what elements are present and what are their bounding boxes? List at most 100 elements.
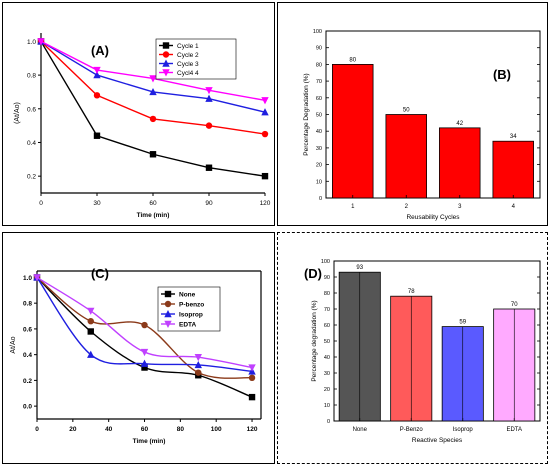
bar-value-label: 59 (459, 320, 466, 326)
panel-b: 0 10 20 30 40 50 60 70 80 90 100 80 1 50 2 42 3 34 4 Reusab… (277, 2, 548, 226)
x-axis-label: Time (min) (137, 212, 170, 219)
y-axis-label: Percentage Degradation (%) (303, 73, 310, 155)
x-tick-label: 3 (458, 204, 462, 210)
y-tick-label: 20 (316, 163, 322, 169)
x-tick-label: P-Benzo (400, 427, 424, 433)
panel-a: 0 30 60 90 120 0.2 0.4 0.6 0.8 1.0 Time (min) (At/A… (2, 2, 275, 226)
data-point (248, 364, 256, 372)
panel-label: (C) (91, 266, 109, 281)
x-tick-label: 120 (247, 426, 258, 433)
x-axis-label: Reusability Cycles (406, 214, 460, 221)
x-tick-label: 0 (35, 426, 39, 433)
y-tick-label: 100 (313, 29, 322, 35)
data-point (194, 360, 202, 369)
x-tick-label: 100 (211, 426, 222, 433)
bar-value-label: 80 (349, 57, 356, 63)
legend-marker (162, 69, 170, 77)
y-tick-label: 60 (316, 96, 322, 102)
y-axis-label: Percentage degradation (%) (311, 300, 318, 381)
data-point (93, 66, 101, 75)
bar-4 (492, 140, 534, 199)
legend-item: Cycle 3 (159, 59, 199, 68)
legend-item: P-benzo (161, 300, 204, 309)
bar-value-label: 93 (356, 265, 363, 271)
x-tick-label: None (353, 427, 368, 433)
legend-item: EDTA (161, 320, 197, 329)
x-axis-label: Reactive Species (412, 437, 463, 444)
data-point (149, 151, 157, 158)
data-point (261, 130, 269, 138)
legend-marker (162, 59, 170, 67)
y-tick-label: 0 (327, 419, 330, 425)
y-tick-label: 1.0 (23, 275, 32, 282)
legend-label: EDTA (179, 322, 197, 329)
legend-label: Cycle 1 (177, 43, 199, 50)
chart-c: 0 20 40 60 80 100 120 0.0 0.2 0.4 0.6 0.8 1.0 Time (m… (10, 266, 262, 445)
y-tick-label: 0.6 (27, 106, 36, 113)
data-point (37, 38, 45, 46)
y-tick-label: 10 (316, 179, 322, 185)
series-cycl4-4 (37, 38, 269, 105)
y-tick-label: 0.2 (27, 174, 36, 181)
data-point (195, 369, 202, 376)
data-point (261, 108, 269, 116)
legend-marker (164, 320, 172, 328)
data-point (140, 359, 149, 367)
data-point (205, 87, 213, 95)
data-point (205, 122, 213, 129)
y-axis-label: At/Ao (10, 336, 17, 353)
legend-label: Cycle 2 (177, 52, 199, 59)
x-tick-label: 2 (405, 204, 409, 210)
bar-value-label: 42 (456, 121, 463, 127)
bar-value-label: 34 (510, 134, 517, 140)
legend-marker (164, 290, 172, 298)
bar-value-label: 78 (408, 289, 415, 295)
x-tick-label: 80 (177, 426, 185, 433)
y-tick-label: 20 (324, 387, 330, 393)
y-tick-label: 90 (316, 46, 322, 52)
legend-label: P-benzo (179, 302, 204, 309)
legend-item: Cycle 2 (159, 51, 199, 59)
series-cycle-3 (37, 37, 269, 116)
y-tick-label: 40 (324, 355, 330, 361)
legend-marker (164, 300, 172, 308)
y-tick-label: 0.2 (23, 378, 32, 385)
chart-a: 0 30 60 90 120 0.2 0.4 0.6 0.8 1.0 Time (min) (At/A… (14, 33, 271, 219)
x-tick-label: 40 (105, 426, 113, 433)
data-point (194, 354, 202, 362)
legend-item: Isoprop (161, 310, 203, 319)
panel-c: 0 20 40 60 80 100 120 0.0 0.2 0.4 0.6 0.8 1.0 Time (m… (2, 232, 275, 464)
y-tick-label: 0.4 (27, 140, 36, 147)
x-tick-label: EDTA (506, 427, 522, 433)
y-tick-label: 70 (324, 307, 330, 313)
data-point (93, 71, 101, 79)
y-tick-label: 30 (324, 371, 330, 377)
data-point (141, 321, 148, 329)
legend-label: Isoprop (179, 312, 203, 319)
y-tick-label: 50 (324, 339, 330, 345)
data-point (205, 164, 213, 171)
x-tick-label: 90 (205, 200, 213, 207)
y-tick-label: 0 (319, 196, 322, 202)
data-point (140, 348, 149, 357)
x-tick-label: 60 (149, 200, 157, 207)
series-edta (33, 274, 256, 372)
data-point (93, 92, 101, 99)
bar-value-label: 50 (403, 108, 410, 114)
x-axis-label: Time (min) (133, 438, 166, 445)
x-tick-label: 4 (512, 204, 516, 210)
x-tick-label: 1 (351, 204, 355, 210)
bar-1 (332, 64, 374, 199)
legend-item: Cycl4 4 (159, 69, 199, 77)
y-tick-label: 100 (321, 259, 330, 265)
y-tick-label: 80 (316, 62, 322, 68)
data-point (87, 350, 95, 358)
y-tick-label: 80 (324, 291, 330, 297)
data-point (87, 328, 94, 335)
legend: Cycle 1 Cycle 2 Cycle 3 Cycl4 4 (155, 38, 237, 80)
y-tick-label: 90 (324, 275, 330, 281)
data-point (149, 75, 157, 83)
chart-d: 0 10 20 30 40 50 60 70 80 90 100 93 None 78 P-Benzo 59 I… (304, 259, 541, 444)
y-tick-label: 40 (316, 129, 322, 135)
panel-d: 0 10 20 30 40 50 60 70 80 90 100 93 None 78 P-Benzo 59 I… (277, 232, 548, 464)
